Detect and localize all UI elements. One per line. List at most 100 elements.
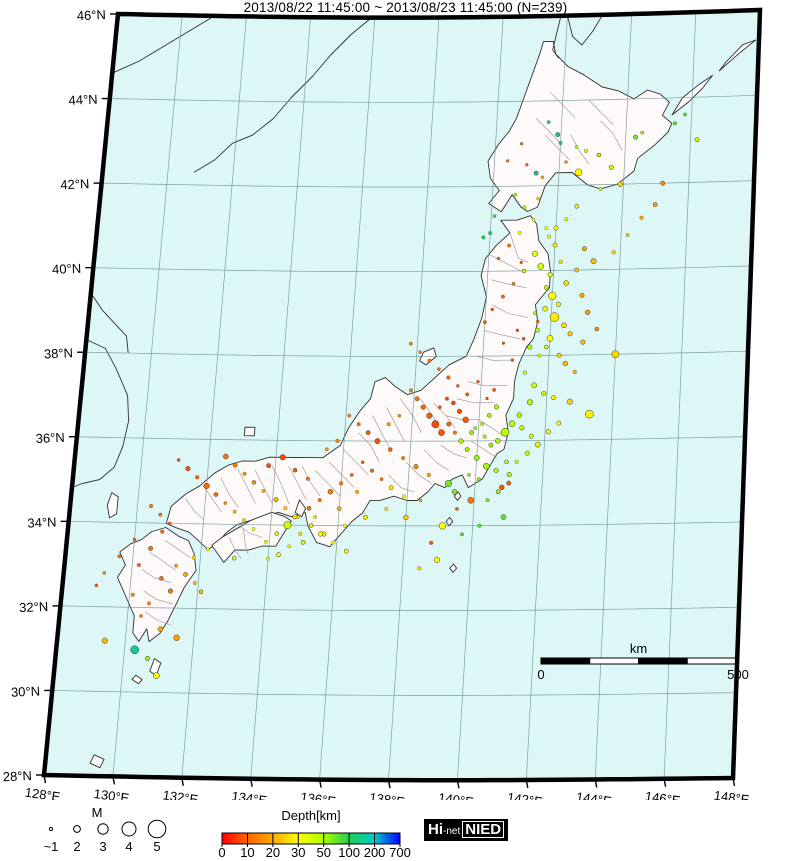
epicenter-marker <box>185 466 191 472</box>
epicenter-marker <box>500 427 510 437</box>
epicenter-marker <box>401 456 405 460</box>
epicenter-marker <box>370 468 375 473</box>
epicenter-marker <box>130 645 139 655</box>
depth-legend-label: 30 <box>291 845 305 860</box>
epicenter-marker <box>153 672 160 679</box>
epicenter-marker <box>594 326 600 332</box>
seismicity-map: km 0 500 28°N 30°N 32°N 34°N 36°N 38°N 40°N 42°N 4… <box>2 7 763 800</box>
epicenter-marker <box>510 358 515 362</box>
magnitude-legend-circle <box>73 825 81 833</box>
epicenter-marker <box>473 426 478 431</box>
axis-tick-label: 30°N <box>11 683 41 699</box>
epicenter-marker <box>363 514 368 520</box>
epicenter-marker <box>158 512 163 517</box>
epicenter-marker <box>292 467 298 473</box>
epicenter-marker <box>574 145 579 149</box>
epicenter-marker <box>477 523 482 528</box>
axis-ticks <box>36 13 736 789</box>
scale-bar-start: 0 <box>537 667 544 682</box>
epicenter-marker <box>342 523 347 528</box>
axis-tick-label: 136°E <box>300 789 338 800</box>
epicenter-marker <box>130 592 135 597</box>
epicenter-marker <box>167 588 174 594</box>
epicenter-marker <box>488 442 494 448</box>
epicenter-marker <box>683 112 687 117</box>
prefecture-boundaries <box>141 92 623 626</box>
epicenter-marker <box>495 489 501 495</box>
depth-legend-label: 20 <box>266 845 280 860</box>
epicenter-marker <box>414 396 420 402</box>
epicenter-marker <box>633 134 638 140</box>
epicenter-marker <box>527 399 533 406</box>
epicenter-marker <box>551 395 556 401</box>
epicenter-marker <box>446 375 451 380</box>
axis-tick-label: 146°E <box>644 788 682 800</box>
epicenter-marker <box>519 260 523 265</box>
axis-tick-label: 140°E <box>437 790 475 800</box>
axis-tick-label: 130°E <box>93 786 131 800</box>
axis-tick-label: 34°N <box>27 514 57 530</box>
epicenter-marker <box>117 554 122 559</box>
epicenter-marker <box>355 489 360 494</box>
page-title: 2013/08/22 11:45:00 ~ 2013/08/23 11:45:0… <box>243 0 568 15</box>
epicenter-marker <box>409 388 413 393</box>
epicenter-marker <box>306 506 312 511</box>
epicenter-marker <box>408 341 413 346</box>
axis-tick-label: 134°E <box>231 788 269 800</box>
epicenter-marker <box>174 563 178 568</box>
logo-hi-text: Hi <box>428 821 443 838</box>
epicenter-marker <box>264 539 268 544</box>
epicenter-marker <box>356 422 361 427</box>
epicenter-marker <box>223 453 229 460</box>
epicenter-marker <box>511 281 516 286</box>
depth-legend-label: 0 <box>218 845 225 860</box>
epicenter-marker <box>283 506 288 511</box>
map-canvas: km0 500 28°N30°N32°N34°N36°N38°N40°N42°N4… <box>2 7 763 800</box>
epicenter-marker <box>522 370 528 375</box>
epicenter-marker <box>572 369 577 374</box>
axis-tick-label: 42°N <box>60 176 90 192</box>
epicenter-marker <box>516 412 522 418</box>
epicenter-marker <box>540 175 545 179</box>
epicenter-marker <box>524 450 530 456</box>
epicenter-marker <box>558 141 563 145</box>
epicenter-marker <box>317 531 324 537</box>
epicenter-marker <box>598 186 603 191</box>
magnitude-legend: M ~1 2 3 4 5 <box>44 806 167 854</box>
axis-tick-label: 40°N <box>52 261 82 277</box>
epicenter-marker <box>460 532 464 537</box>
epicenter-marker <box>492 388 496 392</box>
epicenter-marker <box>500 514 507 520</box>
epicenter-marker <box>273 497 279 503</box>
axis-labels: 28°N 30°N 32°N 34°N 36°N 38°N 40°N 42°N 44°N 46°N… <box>2 7 750 800</box>
epicenter-marker <box>555 132 561 138</box>
epicenter-marker <box>418 498 423 503</box>
epicenter-marker <box>579 293 585 298</box>
epicenter-marker <box>327 488 334 495</box>
epicenter-marker <box>426 472 431 478</box>
epicenter-marker <box>533 170 539 176</box>
epicenter-marker <box>504 459 509 465</box>
epicenter-marker <box>542 305 548 312</box>
epicenter-marker <box>431 420 440 429</box>
scale-bar-segment <box>589 657 639 665</box>
magnitude-legend-label: 4 <box>125 839 132 854</box>
epicenter-marker <box>590 258 597 265</box>
axis-tick-label: 148°E <box>713 788 751 800</box>
epicenter-marker <box>132 537 137 542</box>
axis-tick-label: 128°E <box>24 785 62 800</box>
epicenter-marker <box>374 438 381 444</box>
epicenter-marker <box>652 202 658 207</box>
epicenter-marker <box>553 225 559 231</box>
magnitude-legend-circle <box>48 826 54 832</box>
epicenter-marker <box>556 352 562 358</box>
epicenter-marker <box>94 583 99 588</box>
epicenter-marker <box>344 548 349 554</box>
epicenter-marker <box>625 233 630 237</box>
epicenter-marker <box>640 130 645 135</box>
epicenter-marker <box>639 215 644 220</box>
epicenter-marker <box>556 420 562 426</box>
epicenter-marker <box>413 464 419 470</box>
epicenter-marker <box>495 438 501 444</box>
epicenter-marker <box>611 250 616 255</box>
